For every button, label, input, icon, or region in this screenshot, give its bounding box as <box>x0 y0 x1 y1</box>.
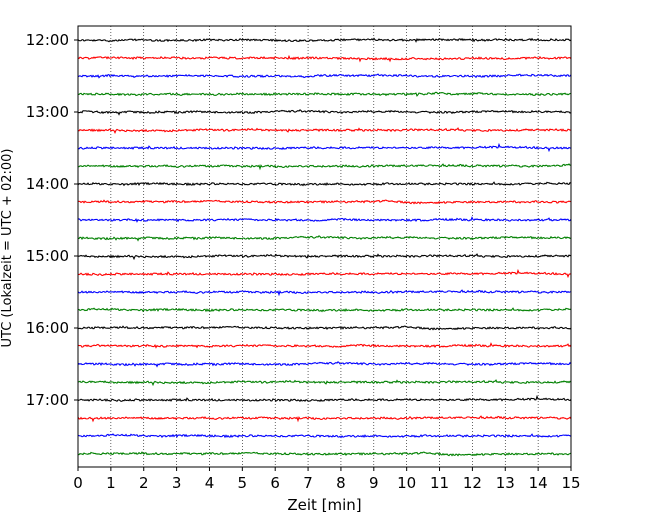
trace-line <box>77 451 572 457</box>
trace-line <box>77 216 572 223</box>
y-tick-label: 14:00 <box>26 175 69 193</box>
trace-line <box>77 268 571 279</box>
plot-frame <box>77 25 572 468</box>
seismic-traces <box>77 37 572 457</box>
trace-line <box>77 289 572 297</box>
x-tick-label: 14 <box>529 474 548 492</box>
x-tick-label: 11 <box>430 474 449 492</box>
trace-line <box>77 379 572 387</box>
trace-line <box>77 415 572 423</box>
y-axis-label: UTC (Lokalzeit = UTC + 02:00) <box>0 149 15 348</box>
x-tick-label: 3 <box>172 474 182 492</box>
plot-area <box>78 26 571 467</box>
trace-line <box>77 325 572 331</box>
x-axis-ticks: 0 1 2 3 4 5 6 7 8 9 10 11 12 13 14 15 <box>73 467 581 492</box>
x-tick-label: 8 <box>336 474 346 492</box>
trace-line <box>77 127 572 135</box>
y-axis-ticks: 12:00 13:00 14:00 15:00 16:00 17:00 <box>26 31 78 409</box>
trace-line <box>77 37 572 43</box>
x-tick-label: 1 <box>106 474 116 492</box>
trace-line <box>77 235 572 242</box>
x-axis-label: Zeit [min] <box>287 496 361 514</box>
y-tick-label: 12:00 <box>26 31 69 49</box>
x-tick-label: 4 <box>205 474 215 492</box>
trace-line <box>77 91 572 97</box>
y-tick-label: 15:00 <box>26 247 69 265</box>
x-tick-label: 2 <box>139 474 149 492</box>
y-tick-label: 17:00 <box>26 391 69 409</box>
trace-line <box>77 433 572 439</box>
trace-line <box>77 342 572 349</box>
trace-line <box>77 73 572 79</box>
x-tick-label: 0 <box>73 474 83 492</box>
trace-line <box>77 142 572 153</box>
x-tick-label: 6 <box>270 474 280 492</box>
x-tick-label: 10 <box>397 474 416 492</box>
x-tick-label: 7 <box>303 474 313 492</box>
trace-line <box>77 253 572 261</box>
trace-line <box>77 361 572 368</box>
trace-line <box>77 54 572 63</box>
trace-line <box>77 394 572 403</box>
x-tick-label: 15 <box>561 474 580 492</box>
trace-line <box>77 181 572 187</box>
x-tick-label: 5 <box>238 474 248 492</box>
y-tick-label: 13:00 <box>26 103 69 121</box>
trace-line <box>77 109 572 116</box>
trace-line <box>77 199 572 205</box>
x-tick-label: 13 <box>496 474 515 492</box>
trace-line <box>77 163 572 171</box>
y-tick-label: 16:00 <box>26 319 69 337</box>
x-tick-label: 9 <box>369 474 379 492</box>
x-tick-label: 12 <box>463 474 482 492</box>
trace-line <box>77 307 572 313</box>
